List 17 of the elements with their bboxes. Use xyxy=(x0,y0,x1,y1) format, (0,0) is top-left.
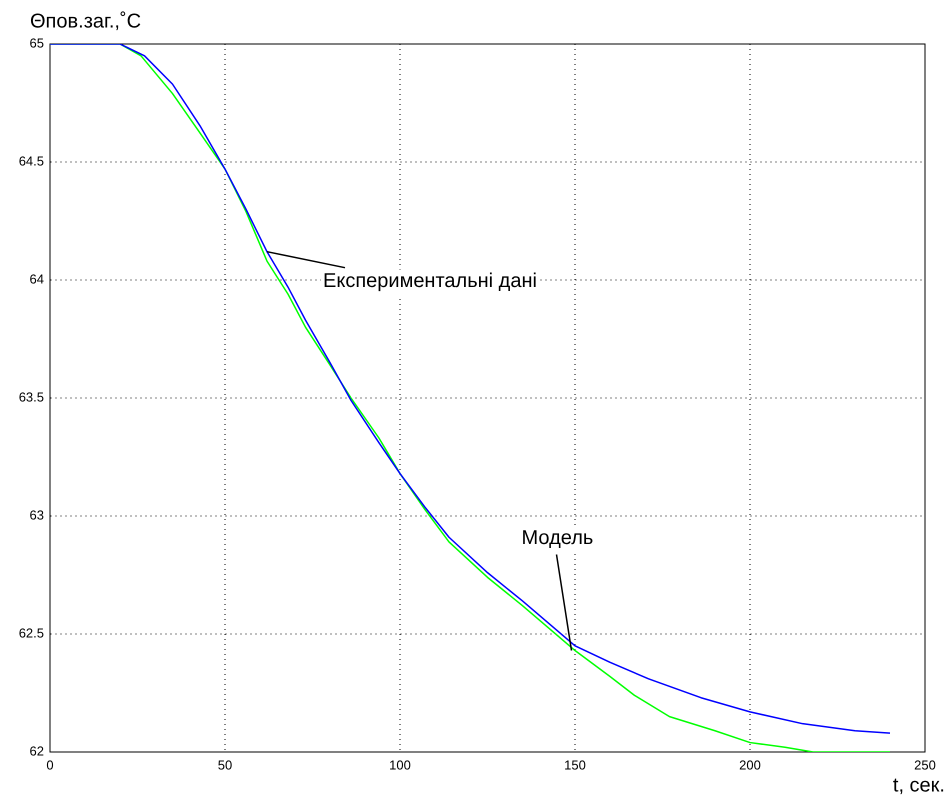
y-tick-label: 62 xyxy=(30,744,44,759)
annotation: Експериментальні дані xyxy=(323,270,537,292)
y-axis-title: Θпов.заг.,˚C xyxy=(30,10,142,33)
x-tick-label: 50 xyxy=(218,757,232,772)
x-tick-label: 250 xyxy=(914,757,936,772)
x-tick-label: 200 xyxy=(739,757,761,772)
y-tick-label: 63 xyxy=(30,508,44,523)
x-tick-label: 100 xyxy=(389,757,411,772)
annotation: Модель xyxy=(522,527,594,550)
y-tick-label: 64 xyxy=(30,272,44,287)
y-tick-label: 62.5 xyxy=(18,626,44,641)
x-axis-title: t, сек. xyxy=(892,774,945,797)
y-tick-label: 65 xyxy=(30,36,44,51)
y-tick-label: 63.5 xyxy=(18,390,44,405)
x-tick-label: 0 xyxy=(46,757,54,772)
y-tick-label: 64.5 xyxy=(18,154,44,169)
x-tick-label: 150 xyxy=(564,757,586,772)
